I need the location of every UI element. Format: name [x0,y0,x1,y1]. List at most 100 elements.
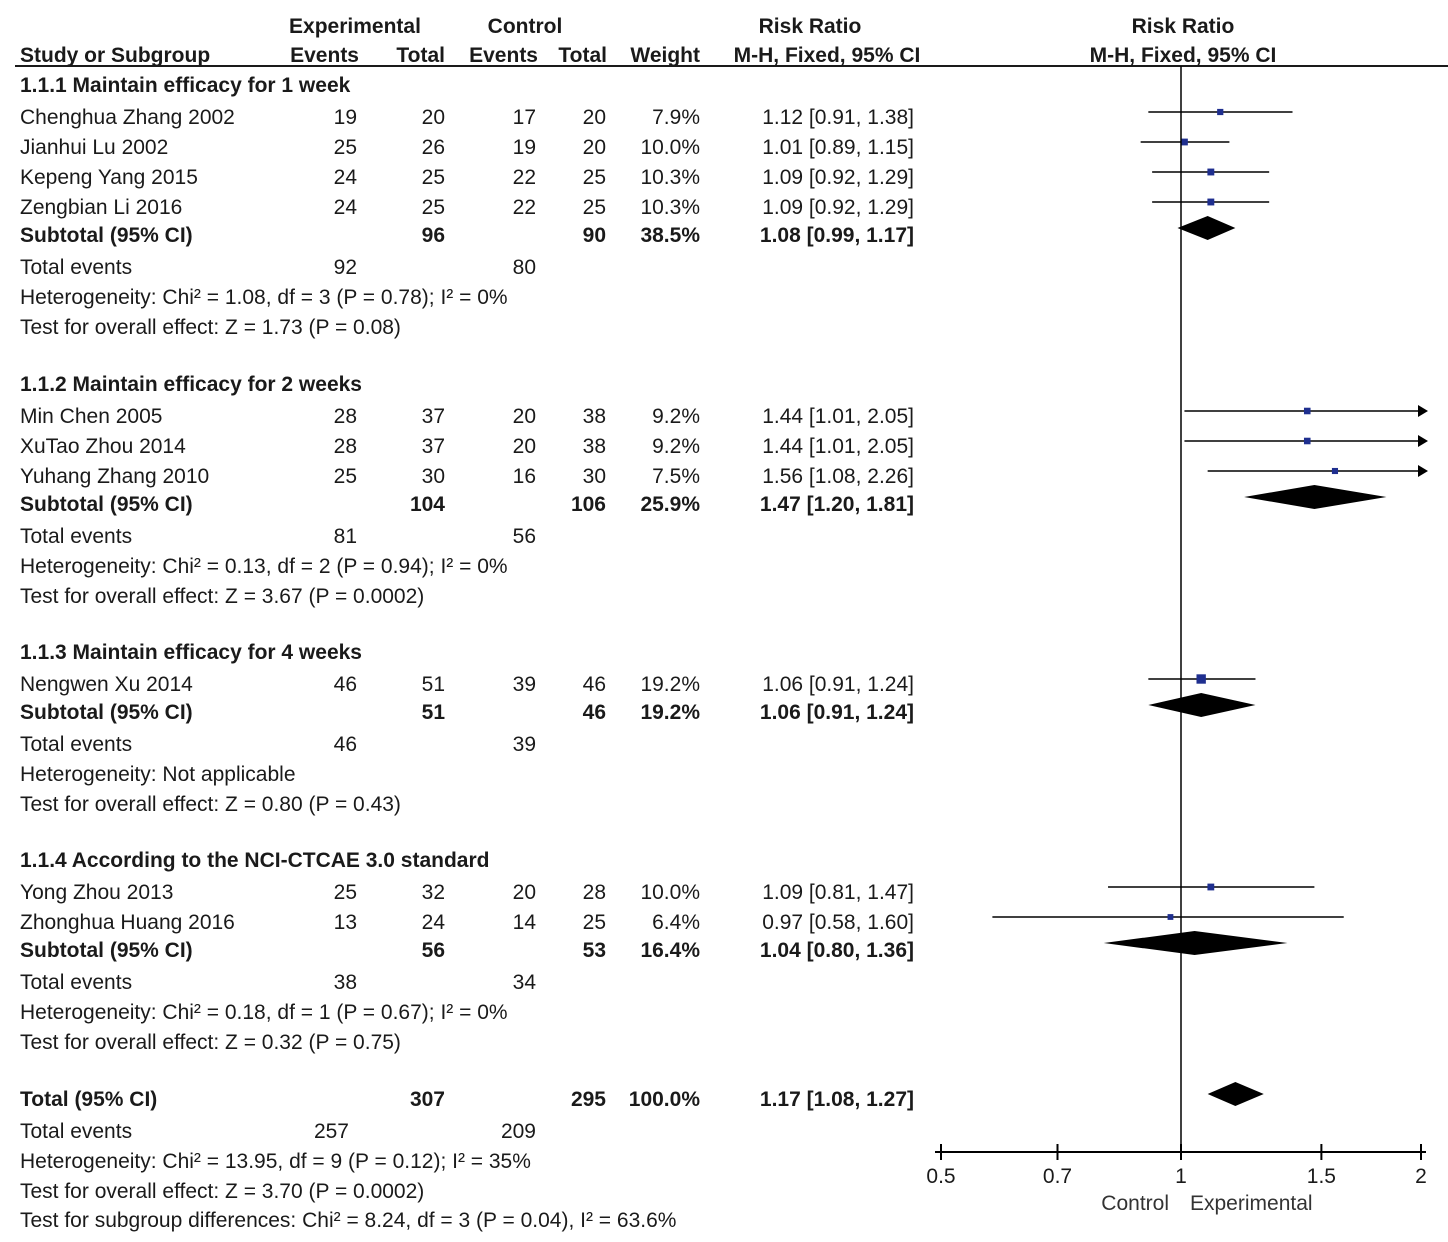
weight: 7.9% [652,106,700,129]
weight: 7.5% [652,465,700,488]
total-events-label: Total events [20,256,133,279]
weight: 19.2% [640,673,700,696]
exp-total-header: Total [396,44,445,67]
exp-events: 13 [333,911,357,934]
study-marker [1331,467,1339,475]
ctrl-total: 38 [582,435,606,458]
exp-events: 25 [333,881,357,904]
overall-effect: Test for overall effect: Z = 1.73 (P = 0… [20,316,401,339]
exp-total: 32 [421,881,445,904]
ctrl-events: 22 [512,166,536,189]
total-events-ctrl: 34 [512,971,536,994]
subtotal-ctrl-total: 90 [582,224,606,247]
total-risk-ratio: 1.17 [1.08, 1.27] [759,1088,914,1111]
study-marker [1207,168,1215,176]
ctrl-events-header: Events [469,44,538,67]
total-events-ctrl: 56 [512,525,536,548]
exp-events: 25 [333,465,357,488]
exp-total: 20 [421,106,445,129]
total-diamond [1207,1082,1264,1106]
subtotal-exp-total: 56 [421,939,445,962]
subtotal-risk-ratio: 1.06 [0.91, 1.24] [759,701,914,724]
subtotal-weight: 19.2% [640,701,700,724]
subtotal-risk-ratio: 1.47 [1.20, 1.81] [759,493,914,516]
exp-total: 26 [421,136,445,159]
exp-total: 24 [421,911,445,934]
ctrl-events: 22 [512,196,536,219]
ctrl-total: 28 [582,881,606,904]
study-name: Yuhang Zhang 2010 [20,465,210,488]
total-events-exp: 81 [333,525,357,548]
risk-ratio-ci: 1.44 [1.01, 2.05] [762,405,914,428]
total-ctrl-total: 295 [570,1088,606,1111]
weight: 10.0% [640,136,700,159]
favours-experimental-label: Experimental [1190,1192,1313,1215]
ctrl-total: 25 [582,911,606,934]
subtotal-weight: 25.9% [640,493,700,516]
exp-events: 28 [333,405,357,428]
ctrl-total: 20 [582,106,606,129]
x-tick-label: 2 [1415,1165,1427,1188]
exp-events: 24 [333,196,357,219]
risk-ratio-ci: 1.56 [1.08, 2.26] [762,465,914,488]
exp-total: 51 [421,673,445,696]
exp-total: 37 [421,405,445,428]
ctrl-events: 17 [512,106,536,129]
ctrl-total: 30 [582,465,606,488]
ctrl-events: 19 [512,136,536,159]
study-marker [1207,883,1215,891]
exp-events: 28 [333,435,357,458]
weight: 6.4% [652,911,700,934]
study-marker [1167,914,1174,920]
risk-ratio-ci: 1.44 [1.01, 2.05] [762,435,914,458]
x-tick-label: 0.5 [926,1165,956,1188]
heterogeneity: Heterogeneity: Chi² = 13.95, df = 9 (P =… [20,1150,531,1173]
ctrl-events: 16 [512,465,536,488]
weight: 10.0% [640,881,700,904]
study-marker [1303,437,1311,445]
study-marker [1181,138,1188,146]
heterogeneity: Heterogeneity: Not applicable [20,763,296,786]
study-marker [1303,407,1311,415]
subtotal-risk-ratio: 1.04 [0.80, 1.36] [759,939,914,962]
ctrl-events: 20 [512,881,536,904]
total-events-ctrl: 209 [500,1120,536,1143]
risk-ratio-ci: 1.09 [0.92, 1.29] [762,166,914,189]
weight: 9.2% [652,435,700,458]
study-name: Min Chen 2005 [20,405,163,428]
exp-total: 25 [421,166,445,189]
ctrl-total: 25 [582,166,606,189]
subtotal-label: Subtotal (95% CI) [20,493,193,516]
study-name: Chenghua Zhang 2002 [20,106,235,129]
study-name: XuTao Zhou 2014 [20,435,186,458]
weight: 10.3% [640,196,700,219]
ctrl-total-header: Total [558,44,607,67]
total-exp-total: 307 [409,1088,445,1111]
exp-total: 30 [421,465,445,488]
control-header: Control [487,15,563,38]
exp-events: 24 [333,166,357,189]
study-marker [1207,198,1215,206]
plot-method: M-H, Fixed, 95% CI [1089,44,1277,67]
total-events-exp: 46 [333,733,357,756]
x-tick-label: 0.7 [1042,1165,1073,1188]
study-marker [1217,108,1224,116]
ci-arrow-icon [1418,435,1428,447]
study-marker [1196,674,1206,684]
ctrl-events: 20 [512,435,536,458]
subtotal-ctrl-total: 53 [582,939,606,962]
exp-events-header: Events [290,44,359,67]
study-header: Study or Subgroup [20,44,211,67]
ctrl-total: 20 [582,136,606,159]
subtotal-label: Subtotal (95% CI) [20,701,193,724]
subtotal-diamond [1177,216,1236,240]
heterogeneity: Heterogeneity: Chi² = 1.08, df = 3 (P = … [20,286,508,309]
total-events-label: Total events [20,733,133,756]
exp-events: 25 [333,136,357,159]
total-label: Total (95% CI) [20,1088,158,1111]
exp-events: 46 [333,673,357,696]
overall-effect: Test for overall effect: Z = 3.70 (P = 0… [20,1180,425,1203]
subtotal-weight: 16.4% [640,939,700,962]
x-tick-label: 1.5 [1306,1165,1336,1188]
subtotal-exp-total: 51 [421,701,445,724]
